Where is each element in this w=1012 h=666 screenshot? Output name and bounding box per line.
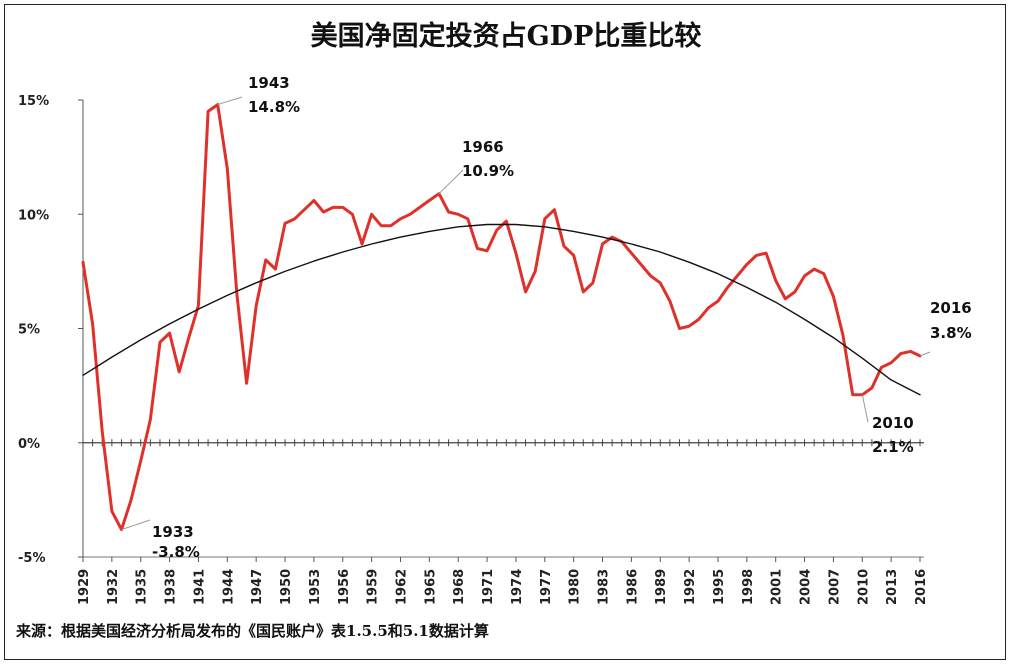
y-tick-label: 15% xyxy=(18,94,49,109)
x-tick-label: 2001 xyxy=(770,569,785,605)
y-tick-label: 0% xyxy=(18,437,40,452)
x-tick-label: 2013 xyxy=(885,569,900,605)
x-tick-label: 1971 xyxy=(481,569,496,605)
x-tick-label: 2004 xyxy=(799,569,814,605)
x-tick-label: 1980 xyxy=(568,569,583,605)
chart-title: 美国净固定投资占GDP比重比较 xyxy=(310,21,702,52)
x-tick-label: 2007 xyxy=(827,569,842,605)
x-tick-label: 1962 xyxy=(394,569,409,605)
x-tick-label: 1950 xyxy=(279,569,294,605)
x-tick-label: 2010 xyxy=(856,569,871,605)
x-tick-label: 1938 xyxy=(164,569,179,605)
x-tick-label: 1968 xyxy=(452,569,467,605)
annotation-year: 2016 xyxy=(930,299,972,317)
x-tick-label: 1977 xyxy=(539,569,554,605)
annotation-leader xyxy=(217,96,243,106)
x-tick-label: 1998 xyxy=(741,569,756,605)
annotation-value: 14.8% xyxy=(248,98,300,116)
x-tick-label: 1995 xyxy=(712,569,727,605)
x-tick-label: 1935 xyxy=(135,569,150,605)
annotation-year: 1966 xyxy=(462,138,504,156)
annotation-value: 2.1% xyxy=(872,438,914,456)
y-tick-label: 10% xyxy=(18,208,49,223)
annotation-year: 2010 xyxy=(872,414,914,432)
x-tick-label: 1944 xyxy=(221,569,236,605)
annotation-year: 1933 xyxy=(152,523,194,541)
annotation-value: 3.8% xyxy=(930,324,972,342)
x-tick-label: 2016 xyxy=(914,569,929,605)
x-tick-label: 1986 xyxy=(625,569,640,605)
y-tick-label: -5% xyxy=(18,551,45,566)
annotation-leader xyxy=(919,351,931,357)
x-tick-label: 1953 xyxy=(308,569,323,605)
x-tick-label: 1932 xyxy=(106,569,121,605)
annotation-value: 10.9% xyxy=(462,162,514,180)
annotation-leader xyxy=(861,394,869,423)
x-tick-label: 1983 xyxy=(597,569,612,605)
x-tick-label: 1974 xyxy=(510,569,525,605)
annotation-leader xyxy=(438,169,464,195)
x-tick-label: 1947 xyxy=(250,569,265,605)
annotation-value: -3.8% xyxy=(152,543,200,561)
x-tick-label: 1992 xyxy=(683,569,698,605)
x-tick-label: 1941 xyxy=(192,569,207,605)
y-tick-label: 5% xyxy=(18,323,40,338)
chart-frame xyxy=(4,4,1006,660)
x-tick-label: 1929 xyxy=(77,569,92,605)
x-tick-label: 1956 xyxy=(337,569,352,605)
series-line-investment xyxy=(81,103,922,532)
x-tick-label: 1989 xyxy=(654,569,669,605)
x-tick-label: 1965 xyxy=(423,569,438,605)
source-note: 来源：根据美国经济分析局发布的《国民账户》表1.5.5和5.1数据计算 xyxy=(16,622,489,640)
x-tick-label: 1959 xyxy=(366,569,381,605)
annotation-year: 1943 xyxy=(248,74,290,92)
annotation-leader xyxy=(121,519,151,531)
series-line-trend xyxy=(82,223,921,396)
